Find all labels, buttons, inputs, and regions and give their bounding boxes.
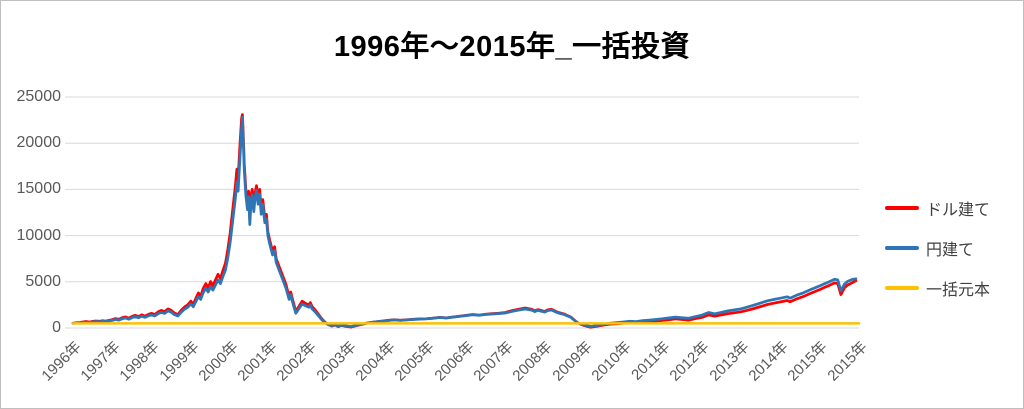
legend-swatch-dollar-line [885,206,919,210]
legend-swatch-yen-line [885,246,919,250]
y-tick-label: 5000 [25,272,61,290]
y-tick-label: 15000 [16,180,62,198]
series-line-0 [71,113,858,329]
legend-label-yen: 円建て [926,242,975,259]
legend-item-yen: 円建て [885,237,990,259]
legend-item-dollar: ドル建て [885,197,990,219]
y-tick-label: 10000 [16,226,62,244]
legend-swatch-principal-line [885,286,919,290]
legend-label-principal: 一括元本 [926,282,991,299]
legend-item-principal: 一括元本 [885,277,990,299]
series-line-1 [71,115,858,328]
chart-title: 1996年〜2015年_一括投資 [333,31,691,63]
legend: ドル建て 円建て 一括元本 [885,197,990,317]
legend-label-dollar: ドル建て [926,202,991,219]
y-tick-label: 20000 [16,134,62,152]
y-tick-label: 0 [52,319,61,336]
y-tick-label: 25000 [16,88,62,105]
